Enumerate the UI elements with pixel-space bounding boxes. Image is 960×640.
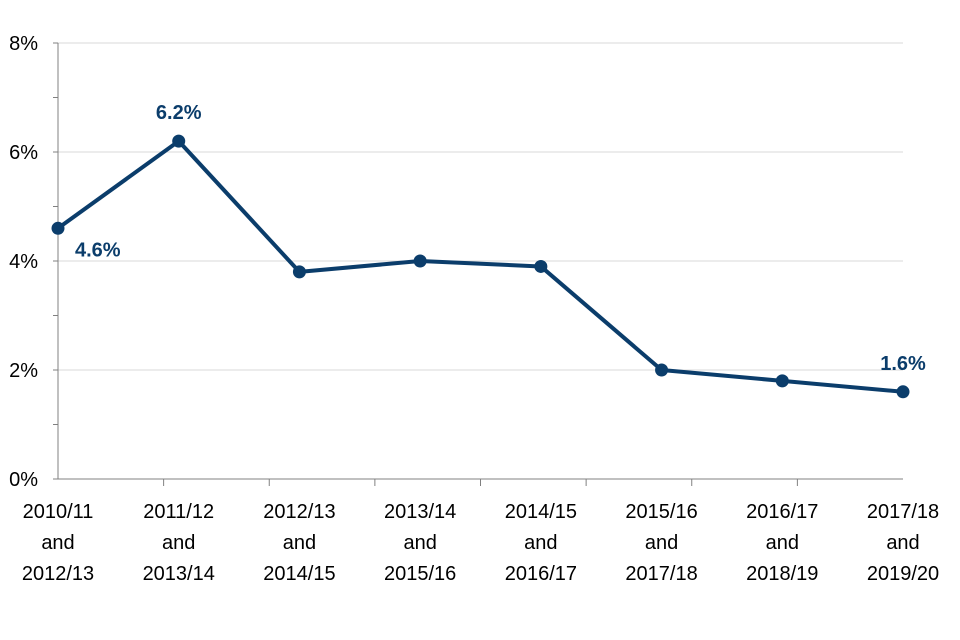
x-tick-label-line: 2014/15	[505, 501, 577, 523]
data-point	[413, 254, 427, 268]
y-tick-label: 0%	[9, 469, 38, 491]
y-tick-label: 6%	[9, 142, 38, 164]
data-label: 4.6%	[75, 239, 121, 261]
x-tick-label: 2012/13 and 2014/15	[263, 501, 335, 585]
gridlines	[58, 42, 903, 371]
x-tick-label-line: and	[766, 532, 799, 554]
series-line	[56, 139, 904, 394]
x-tick-label-line: 2013/14	[384, 501, 456, 523]
x-tick-label-line: and	[162, 532, 195, 554]
x-tick-label-line: and	[403, 532, 436, 554]
x-tick-label-line: 2013/14	[143, 563, 215, 585]
x-tick-label: 2015/16 and 2017/18	[625, 501, 697, 585]
y-tick-label: 4%	[9, 251, 38, 273]
x-tick-label-line: 2018/19	[746, 563, 818, 585]
x-tick-label: 2016/17 and 2018/19	[746, 501, 818, 585]
data-point	[655, 363, 669, 377]
data-label: 1.6%	[880, 353, 926, 375]
y-axis-ticks: 0% 2% 4% 6% 8%	[9, 33, 38, 491]
x-tick-label-line: 2015/16	[384, 563, 456, 585]
x-tick-label-line: 2012/13	[22, 563, 94, 585]
data-point	[775, 374, 789, 388]
axes	[53, 42, 903, 486]
data-point	[172, 134, 186, 148]
x-tick-label-line: 2011/12	[143, 501, 214, 523]
x-axis-ticks: 2010/11 and 2012/13 2011/12 and 2013/14 2012/1…	[22, 501, 939, 585]
data-label: 6.2%	[156, 102, 202, 124]
x-tick-label-line: 2012/13	[263, 501, 335, 523]
x-tick-label: 2014/15 and 2016/17	[505, 501, 577, 585]
y-tick-label: 2%	[9, 360, 38, 382]
x-tick-label: 2013/14 and 2015/16	[384, 501, 456, 585]
x-tick-label-line: 2016/17	[505, 563, 577, 585]
x-tick-label-line: 2017/18	[867, 501, 939, 523]
data-labels: 4.6% 6.2% 1.6%	[75, 102, 926, 375]
x-tick-label-line: and	[41, 532, 74, 554]
x-tick-label: 2017/18 and 2019/20	[867, 501, 939, 585]
data-point	[51, 221, 65, 235]
x-tick-label-line: 2015/16	[625, 501, 697, 523]
x-tick-label-line: and	[645, 532, 678, 554]
x-tick-label-line: and	[886, 532, 919, 554]
x-tick-label-line: 2016/17	[746, 501, 818, 523]
x-tick-label-line: 2014/15	[263, 563, 335, 585]
x-tick-label-line: and	[283, 532, 316, 554]
series-group	[51, 134, 910, 399]
x-tick-label-line: 2019/20	[867, 563, 939, 585]
data-point	[292, 265, 306, 279]
x-tick-label-line: 2010/11	[23, 501, 94, 523]
y-tick-label: 8%	[9, 33, 38, 55]
data-point	[896, 385, 910, 399]
x-tick-label: 2010/11 and 2012/13	[22, 501, 94, 585]
data-point	[534, 259, 548, 273]
x-tick-label-line: and	[524, 532, 557, 554]
x-tick-label: 2011/12 and 2013/14	[143, 501, 215, 585]
x-tick-label-line: 2017/18	[625, 563, 697, 585]
